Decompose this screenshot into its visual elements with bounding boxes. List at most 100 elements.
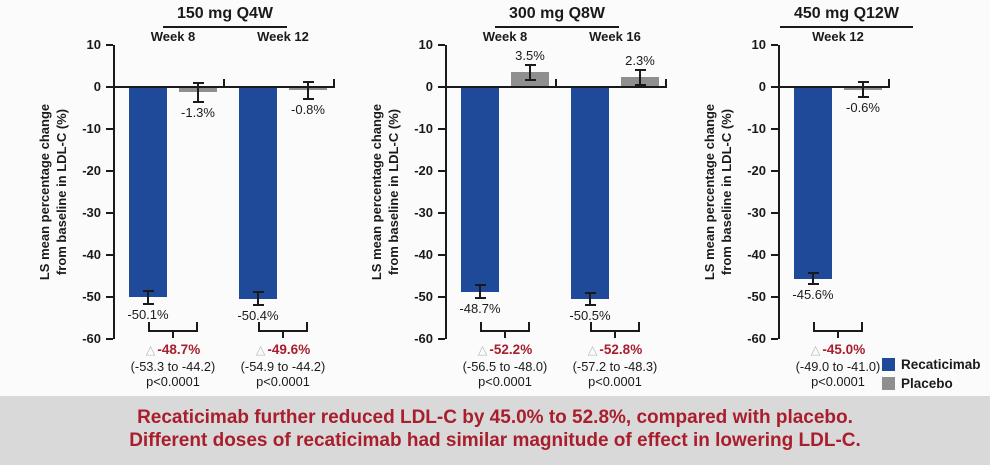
placebo-value-label: -0.8% xyxy=(291,101,325,117)
y-axis-tick-label: 10 xyxy=(751,37,766,52)
bracket-end-left xyxy=(590,322,592,330)
placebo-error-bar xyxy=(529,64,531,80)
legend-item-recaticimab: Recaticimab xyxy=(882,357,981,372)
confidence-interval: (-49.0 to -41.0) xyxy=(795,359,881,374)
recaticimab-swatch-icon xyxy=(882,358,895,371)
week-label: Week 12 xyxy=(257,29,309,44)
y-axis-tick xyxy=(437,337,445,341)
y-axis-tick-label: -60 xyxy=(82,331,101,346)
y-axis-tick xyxy=(770,253,778,257)
week-label: Week 8 xyxy=(150,29,196,44)
zero-baseline xyxy=(115,85,335,89)
placebo-error-cap-bottom xyxy=(634,83,646,86)
y-axis-line xyxy=(112,45,115,339)
y-axis-tick-label: -30 xyxy=(747,205,766,220)
y-axis-tick xyxy=(437,43,445,47)
recaticimab-error-cap-top xyxy=(142,289,154,292)
y-axis-tick xyxy=(105,85,113,89)
recaticimab-error-cap-bottom xyxy=(584,303,596,306)
placebo-error-cap-bottom xyxy=(192,100,204,103)
placebo-value-label: 3.5% xyxy=(515,47,545,63)
y-axis-tick xyxy=(437,169,445,173)
p-value: p<0.0001 xyxy=(256,374,310,389)
zero-baseline xyxy=(780,85,890,89)
y-axis-tick-label: -40 xyxy=(82,247,101,262)
y-axis-tick xyxy=(770,85,778,89)
placebo-value-label: 2.3% xyxy=(625,52,655,68)
bracket-end-left xyxy=(480,322,482,330)
recaticimab-error-cap-bottom xyxy=(142,303,154,306)
y-axis-tick-label: 0 xyxy=(93,79,101,94)
difference-stats: △ -45.0% (-49.0 to -41.0) p<0.0001 xyxy=(763,341,913,389)
difference-value: △ -52.8% xyxy=(540,341,690,359)
y-axis-tick-label: -40 xyxy=(747,247,766,262)
recaticimab-bar xyxy=(129,87,167,298)
placebo-error-cap-bottom xyxy=(524,78,536,81)
bracket-end-right xyxy=(638,322,640,330)
y-axis-tick xyxy=(770,169,778,173)
y-axis-tick xyxy=(770,211,778,215)
y-axis-tick-label: 0 xyxy=(758,79,766,94)
bracket-end-right xyxy=(196,322,198,330)
placebo-error-cap-top xyxy=(634,68,646,71)
placebo-error-bar xyxy=(639,69,641,85)
recaticimab-error-bar xyxy=(812,272,814,285)
confidence-interval: (-56.5 to -48.0) xyxy=(462,359,548,374)
triangle-delta-icon: △ xyxy=(587,343,598,357)
difference-value: △ -48.7% xyxy=(98,341,248,359)
y-axis-title-line: LS mean percentage change xyxy=(702,103,717,281)
panel-title-wrap: 450 mg Q12W xyxy=(780,4,913,28)
caption-banner: Recaticimab further reduced LDL-C by 45.… xyxy=(0,396,990,465)
y-axis-tick-label: -10 xyxy=(82,121,101,136)
y-axis-tick xyxy=(770,43,778,47)
panel-dose-title: 300 mg Q8W xyxy=(494,4,620,28)
y-axis-tick-label: 10 xyxy=(86,37,101,52)
difference-value: △ -52.2% xyxy=(430,341,580,359)
baseline-group-tick xyxy=(223,79,225,87)
placebo-error-bar xyxy=(862,81,864,98)
bracket-end-left xyxy=(258,322,260,330)
y-axis-tick xyxy=(105,127,113,131)
y-axis-tick xyxy=(770,127,778,131)
p-value: p<0.0001 xyxy=(811,374,865,389)
bracket-center-tick xyxy=(172,330,174,338)
recaticimab-error-cap-top xyxy=(584,292,596,295)
recaticimab-error-cap-top xyxy=(474,284,486,287)
difference-percent: -52.8% xyxy=(599,342,643,357)
y-axis-title-line: LS mean percentage change xyxy=(369,103,384,281)
difference-stats: △ -48.7% (-53.3 to -44.2) p<0.0001 xyxy=(98,341,248,389)
y-axis-tick-label: 0 xyxy=(425,79,433,94)
panel-dose-title: 450 mg Q12W xyxy=(780,4,913,28)
caption-line-2: Different doses of recaticimab had simil… xyxy=(129,430,861,451)
y-axis-tick xyxy=(770,295,778,299)
y-axis-tick-label: -40 xyxy=(414,247,433,262)
difference-percent: -49.6% xyxy=(267,342,311,357)
confidence-interval: (-57.2 to -48.3) xyxy=(572,359,658,374)
recaticimab-error-bar xyxy=(257,291,259,306)
y-axis-tick-label: -50 xyxy=(747,289,766,304)
difference-percent: -48.7% xyxy=(157,342,201,357)
y-axis-tick xyxy=(105,253,113,257)
panel-title-wrap: 300 mg Q8W xyxy=(447,4,667,28)
y-axis-tick-label: -60 xyxy=(414,331,433,346)
y-axis-tick-label: -10 xyxy=(747,121,766,136)
recaticimab-bar xyxy=(571,87,609,300)
placebo-error-cap-top xyxy=(302,80,314,83)
y-axis-tick xyxy=(105,211,113,215)
placebo-error-cap-bottom xyxy=(302,97,314,100)
confidence-interval: (-54.9 to -44.2) xyxy=(240,359,326,374)
placebo-value-label: -0.6% xyxy=(846,100,880,116)
y-axis-tick-label: -30 xyxy=(414,205,433,220)
y-axis-tick-label: -20 xyxy=(414,163,433,178)
recaticimab-value-label: -45.6% xyxy=(792,287,834,303)
bracket-center-tick xyxy=(282,330,284,338)
week-label: Week 12 xyxy=(812,29,864,44)
bracket-end-right xyxy=(861,322,863,330)
y-axis-title-line: LS mean percentage change xyxy=(37,103,52,281)
y-axis-tick xyxy=(105,295,113,299)
confidence-interval: (-53.3 to -44.2) xyxy=(130,359,216,374)
placebo-error-bar xyxy=(197,83,199,102)
panel-title-wrap: 150 mg Q4W xyxy=(115,4,335,28)
triangle-delta-icon: △ xyxy=(477,343,488,357)
recaticimab-error-cap-bottom xyxy=(807,283,819,286)
